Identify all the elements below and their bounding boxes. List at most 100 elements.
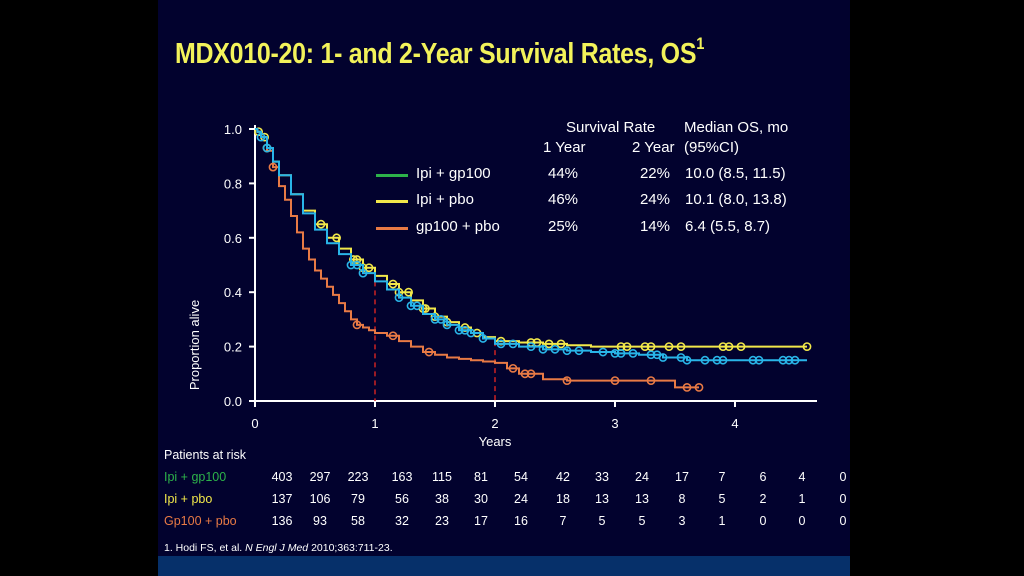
censor-mark [262, 143, 272, 153]
header-survival-rate: Survival Rate [566, 119, 656, 136]
header-ci: (95%CI) [684, 139, 740, 156]
censor-mark [424, 347, 434, 357]
median-os: 10.0 (8.5, 11.5) [685, 165, 786, 182]
censor-mark [346, 260, 356, 270]
risk-count: 81 [474, 470, 488, 484]
censor-mark [478, 334, 488, 343]
censor-mark [640, 342, 650, 351]
risk-count: 7 [718, 470, 726, 484]
censor-mark [682, 382, 692, 392]
censor-mark [412, 301, 422, 311]
censor-mark [526, 369, 536, 379]
risk-count: 7 [559, 514, 567, 528]
censor-mark [406, 301, 416, 311]
series-line-2 [255, 128, 699, 389]
risk-count: 0 [839, 470, 847, 484]
censor-mark [610, 348, 620, 358]
median-os: 10.1 (8.0, 13.8) [685, 191, 787, 208]
risk-count: 24 [514, 492, 528, 506]
risk-count: 58 [351, 514, 365, 528]
censor-mark [538, 344, 548, 354]
x-tick-label: 3 [611, 416, 618, 431]
legend-arm-label: Ipi + pbo [416, 191, 474, 208]
risk-count: 32 [395, 514, 409, 528]
legend-swatch [376, 227, 408, 230]
risk-count: 23 [435, 514, 449, 528]
censor-mark [454, 325, 464, 335]
y-axis-label: Proportion alive [187, 300, 202, 390]
legend-row: gp100 + pbo 25% 14% 6.4 (5.5, 8.7) [372, 218, 812, 238]
x-axis-label: Years [479, 434, 512, 449]
censor-mark [436, 314, 446, 324]
censor-mark [332, 233, 341, 243]
censor-mark [778, 355, 788, 365]
risk-count: 8 [678, 492, 686, 506]
header-median-os: Median OS, mo [684, 119, 789, 136]
censor-mark [388, 331, 398, 341]
censor-mark [544, 339, 554, 349]
censor-mark [610, 376, 620, 385]
risk-count: 79 [351, 492, 365, 506]
one-year-rate: 44% [548, 165, 579, 182]
risk-count: 13 [595, 492, 609, 506]
risk-count: 0 [798, 514, 806, 528]
two-year-rate: 24% [639, 191, 670, 208]
censor-mark [802, 342, 812, 351]
risk-row-label: Ipi + pbo [164, 492, 213, 506]
censor-mark [352, 320, 362, 330]
risk-count: 403 [271, 470, 293, 484]
risk-count: 163 [391, 470, 413, 484]
risk-count: 137 [271, 492, 293, 506]
title-superscript: 1 [696, 34, 705, 53]
censor-mark [352, 260, 362, 270]
risk-count: 0 [759, 514, 767, 528]
censor-mark [754, 355, 764, 365]
censor-mark [556, 339, 566, 349]
legend-row: Ipi + gp100 44% 22% 10.0 (8.5, 11.5) [372, 165, 812, 185]
header-1-year: 1 Year [543, 139, 586, 156]
censor-mark [394, 293, 404, 303]
censor-mark [718, 342, 728, 351]
risk-count: 115 [432, 470, 452, 484]
censor-mark [748, 355, 758, 365]
censor-mark [442, 320, 452, 330]
censor-mark [712, 355, 722, 365]
censor-mark [646, 376, 656, 385]
censor-mark [646, 342, 656, 351]
y-tick-label: 0.6 [224, 231, 242, 246]
median-os: 6.4 (5.5, 8.7) [685, 218, 771, 235]
censor-mark [784, 355, 794, 365]
censor-mark [790, 355, 800, 365]
censor-mark [574, 346, 584, 356]
censor-mark [628, 348, 638, 358]
censor-mark [562, 346, 572, 356]
legend-arm-label: Ipi + gp100 [416, 165, 491, 182]
legend-arm-label: gp100 + pbo [416, 218, 500, 235]
risk-count: 0 [839, 492, 847, 506]
censor-mark [508, 339, 518, 349]
censor-mark [404, 287, 413, 297]
censor-mark [664, 342, 674, 351]
censor-mark [646, 350, 656, 360]
risk-count: 38 [435, 492, 449, 506]
risk-count: 5 [718, 492, 726, 506]
censor-mark [352, 255, 362, 264]
censor-mark [700, 355, 710, 365]
censor-mark [256, 132, 266, 142]
citation: 1. Hodi FS, et al. N Engl J Med 2010;363… [164, 542, 393, 554]
risk-count: 42 [556, 470, 570, 484]
censor-mark [562, 376, 572, 385]
censor-mark [526, 342, 536, 351]
y-tick-label: 0.0 [224, 394, 242, 409]
y-tick-label: 0.2 [224, 340, 242, 355]
risk-table-title: Patients at risk [164, 448, 246, 462]
censor-mark [598, 347, 608, 357]
censor-mark [550, 344, 560, 354]
risk-count: 30 [474, 492, 488, 506]
legend-row: Ipi + pbo 46% 24% 10.1 (8.0, 13.8) [372, 191, 812, 211]
censor-mark [682, 355, 692, 365]
censor-mark [622, 342, 632, 351]
header-2-year: 2 Year [632, 139, 675, 156]
risk-count: 3 [678, 514, 686, 528]
slide-title: MDX010-20: 1- and 2-Year Survival Rates,… [175, 34, 760, 71]
